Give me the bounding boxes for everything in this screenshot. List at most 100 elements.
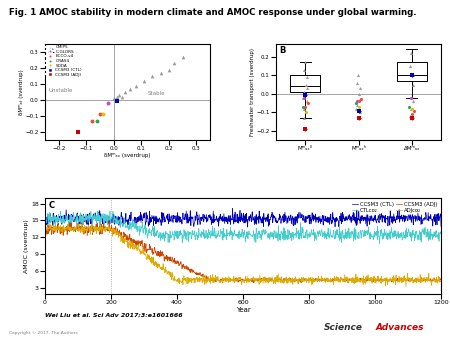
Point <box>132 83 140 88</box>
Text: Fig. 1 AMOC stability in modern climate and AMOC response under global warming.: Fig. 1 AMOC stability in modern climate … <box>9 8 417 18</box>
Point <box>301 95 308 100</box>
ADJco₂ <box>438 279 444 283</box>
CTLco₂ <box>174 235 179 239</box>
Point <box>356 97 364 102</box>
Point <box>356 86 364 91</box>
Bar <box>397 63 427 81</box>
Point <box>355 99 362 104</box>
Point <box>300 95 307 100</box>
Point <box>300 106 307 112</box>
Point <box>353 106 360 112</box>
Point <box>408 50 415 56</box>
Point <box>409 82 416 87</box>
ADJco₂ <box>167 273 173 277</box>
Bar <box>290 75 320 92</box>
Point <box>410 99 417 104</box>
Point <box>302 60 309 65</box>
ADJco₂ <box>305 277 310 282</box>
Point <box>110 96 117 101</box>
Point <box>121 89 128 95</box>
Y-axis label: AMOC (sverdrup): AMOC (sverdrup) <box>24 219 30 273</box>
ADJco₂ <box>76 222 81 226</box>
Point <box>354 80 361 86</box>
Point <box>113 94 120 100</box>
CTLco₂ <box>133 226 139 230</box>
X-axis label: δMᵐₐₓ (sverdrup): δMᵐₐₓ (sverdrup) <box>104 153 151 158</box>
Point <box>299 104 306 110</box>
Point <box>301 115 308 121</box>
Point <box>113 97 120 103</box>
CCSM3 (CTL) <box>173 219 179 223</box>
CCSM3 (ADJ) <box>292 276 297 281</box>
Text: B: B <box>279 46 286 55</box>
CCSM3 (CTL) <box>133 216 138 220</box>
Point <box>410 108 418 113</box>
Text: A: A <box>48 46 55 55</box>
Point <box>302 104 309 110</box>
CTLco₂ <box>167 229 173 233</box>
Point <box>165 67 172 72</box>
Y-axis label: δMᵐₐₜ (sverdrup): δMᵐₐₜ (sverdrup) <box>19 69 24 115</box>
Point <box>355 108 362 113</box>
Point <box>304 100 311 106</box>
Point <box>406 113 413 119</box>
Point <box>301 67 308 73</box>
Text: C: C <box>49 201 55 210</box>
Line: ADJco₂: ADJco₂ <box>45 224 441 287</box>
Legend: CMIP5, C-GLORS, ECCO-v4, ORAS4, SODA, CCSM3 (CTL), CCSM3 (ADJ): CMIP5, C-GLORS, ECCO-v4, ORAS4, SODA, CC… <box>46 45 82 77</box>
Point <box>74 129 81 135</box>
CCSM3 (ADJ) <box>42 230 48 234</box>
Point <box>354 99 361 104</box>
CCSM3 (CTL) <box>438 224 444 228</box>
CCSM3 (CTL) <box>346 215 352 219</box>
Point <box>126 86 134 92</box>
CCSM3 (CTL) <box>292 219 297 223</box>
CCSM3 (ADJ) <box>251 281 256 285</box>
CCSM3 (ADJ) <box>346 278 352 282</box>
Point <box>140 78 148 83</box>
Point <box>408 112 415 117</box>
CTLco₂ <box>95 209 100 213</box>
CCSM3 (ADJ) <box>167 259 173 263</box>
Line: CCSM3 (CTL): CCSM3 (CTL) <box>45 209 441 227</box>
Point <box>179 54 186 59</box>
Point <box>356 104 363 110</box>
Point <box>408 115 415 121</box>
ADJco₂ <box>291 280 297 284</box>
CCSM3 (CTL) <box>230 207 235 211</box>
Point <box>354 102 361 108</box>
ADJco₂ <box>346 280 351 284</box>
Point <box>99 112 106 117</box>
Point <box>409 106 416 112</box>
Point <box>355 115 362 121</box>
Point <box>303 75 310 80</box>
Text: Science: Science <box>324 323 363 332</box>
Point <box>407 106 414 112</box>
Y-axis label: Freshwater transport (sverdrup): Freshwater transport (sverdrup) <box>250 48 255 136</box>
Point <box>408 73 415 78</box>
Point <box>105 101 112 106</box>
Point <box>356 91 363 97</box>
CCSM3 (CTL) <box>245 225 250 229</box>
Point <box>303 82 310 87</box>
CCSM3 (CTL) <box>42 216 48 220</box>
CTLco₂ <box>377 241 382 245</box>
Point <box>405 104 413 110</box>
CTLco₂ <box>291 235 297 239</box>
CCSM3 (CTL) <box>167 216 172 220</box>
Point <box>356 110 364 115</box>
Point <box>407 95 414 100</box>
Point <box>302 92 309 98</box>
Point <box>301 89 308 95</box>
ADJco₂ <box>174 279 179 283</box>
CCSM3 (ADJ) <box>174 262 179 266</box>
Point <box>303 86 310 91</box>
Point <box>148 73 156 79</box>
Text: Advances: Advances <box>376 323 424 332</box>
Point <box>118 94 126 100</box>
ADJco₂ <box>133 244 139 248</box>
CCSM3 (ADJ) <box>438 278 444 282</box>
Text: Stable: Stable <box>147 92 165 96</box>
Point <box>302 126 309 132</box>
Legend: CCSM3 (CTL), CTLco₂, CCSM3 (ADJ), ADJco₂: CCSM3 (CTL), CTLco₂, CCSM3 (ADJ), ADJco₂ <box>350 199 439 215</box>
